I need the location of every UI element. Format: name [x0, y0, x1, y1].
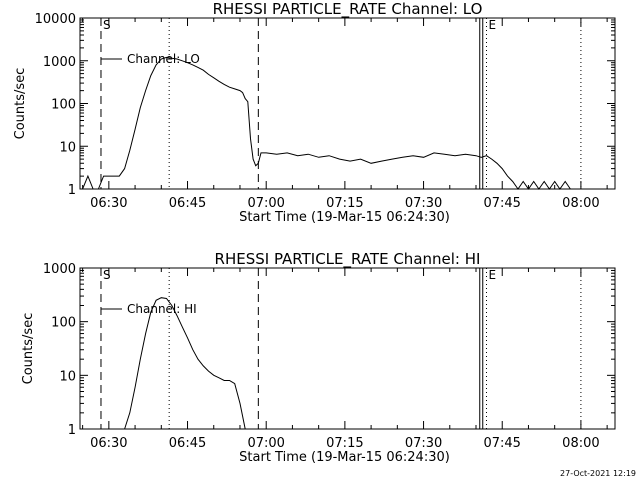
- p2-x-tick-label: 07:15: [326, 436, 363, 451]
- p2-marker-label: E: [488, 268, 496, 282]
- p1-marker-label: E: [488, 18, 496, 32]
- p2-x-tick-label: 06:30: [90, 436, 127, 451]
- p2-x-tick-label: 06:45: [169, 436, 206, 451]
- p1-x-tick-label: 07:00: [247, 196, 284, 211]
- p1-legend-label: Channel: LO: [127, 52, 200, 66]
- p2-y-tick-label: 1: [68, 423, 76, 438]
- p1-y-tick-label: 10: [59, 140, 76, 155]
- p2-x-tick-label: 07:30: [405, 436, 442, 451]
- p1-x-tick-label: 07:15: [326, 196, 363, 211]
- p1-x-tick-label: 08:00: [562, 196, 599, 211]
- p2-axes-frame: [79, 267, 616, 430]
- p2-title: RHESSI PARTICLE_RATE Channel: HI: [215, 250, 481, 269]
- p1-x-tick-label: 07:30: [405, 196, 442, 211]
- p1-title: RHESSI PARTICLE_RATE Channel: LO: [213, 0, 483, 19]
- p1-marker-label: S: [103, 18, 111, 32]
- p1-y-tick-label: 10000: [35, 12, 76, 27]
- p2-x-tick-label: 07:45: [483, 436, 520, 451]
- p2-y-tick-label: 1000: [43, 262, 76, 277]
- p1-y-tick-label: 100: [51, 98, 76, 113]
- p2-series-line: [124, 297, 246, 430]
- p1-x-tick-label: 07:45: [483, 196, 520, 211]
- p2-y-label: Counts/sec: [21, 313, 36, 385]
- p1-y-tick-label: 1: [68, 183, 76, 198]
- p2-y-tick-label: 100: [51, 316, 76, 331]
- p2-x-tick-label: 08:00: [562, 436, 599, 451]
- p1-x-tick-label: 06:45: [169, 196, 206, 211]
- p1-x-tick-label: 06:30: [90, 196, 127, 211]
- p2-legend-label: Channel: HI: [127, 302, 197, 316]
- p2-marker-label: S: [103, 268, 111, 282]
- p1-x-label: Start Time (19-Mar-15 06:24:30): [239, 210, 450, 225]
- p2-x-label: Start Time (19-Mar-15 06:24:30): [239, 450, 450, 465]
- p1-series-line: [80, 56, 571, 190]
- p2-y-tick-label: 10: [59, 369, 76, 384]
- timestamp-footer: 27-Oct-2021 12:19: [560, 469, 636, 478]
- p2-x-tick-label: 07:00: [247, 436, 284, 451]
- p1-y-tick-label: 1000: [43, 55, 76, 70]
- p1-y-label: Counts/sec: [13, 68, 28, 140]
- p1-axes-frame: [79, 17, 616, 190]
